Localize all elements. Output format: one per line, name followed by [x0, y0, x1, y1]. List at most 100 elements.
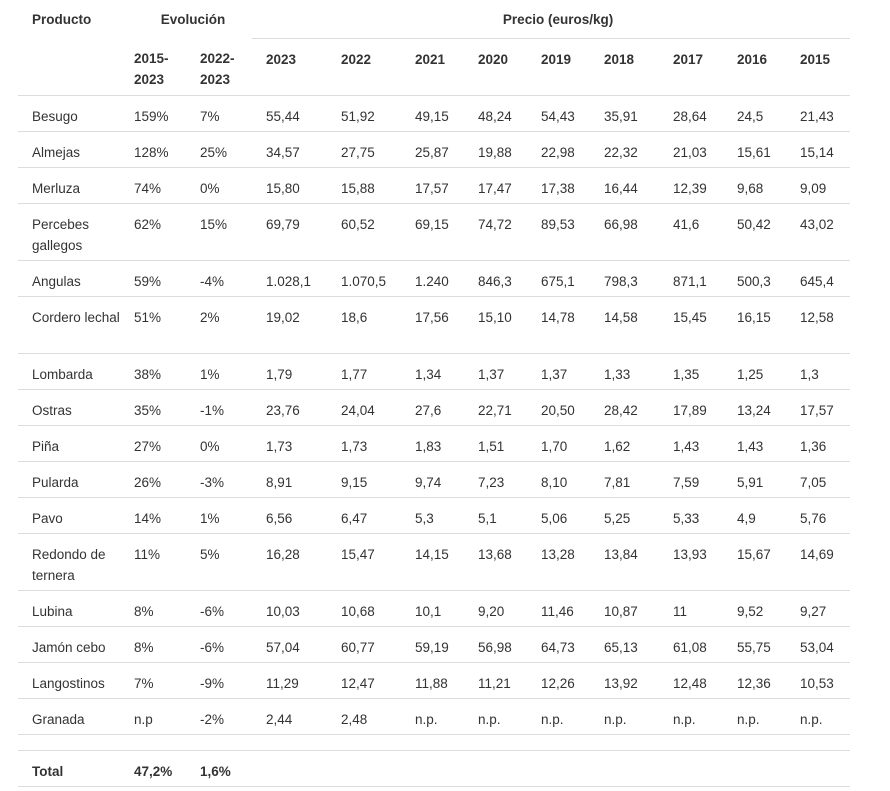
- price-cell: 89,53: [527, 203, 591, 261]
- price-cell: 6,47: [327, 497, 402, 534]
- header-price: Precio (euros/kg): [252, 0, 851, 39]
- evolution-2022-2023-cell: 5%: [186, 533, 253, 591]
- price-cell: 9,20: [464, 590, 528, 627]
- evolution-2015-2023-cell: 14%: [120, 497, 186, 534]
- price-cell: 7,23: [464, 461, 528, 498]
- price-cell: 21,03: [659, 131, 724, 168]
- price-cell: 27,6: [401, 389, 465, 426]
- price-cell: 16,15: [723, 296, 787, 354]
- price-cell: 15,67: [723, 533, 787, 591]
- price-cell: 53,04: [786, 626, 851, 663]
- price-cell: 2,44: [252, 698, 328, 735]
- total-empty-cell: [590, 750, 660, 787]
- price-cell: 10,03: [252, 590, 328, 627]
- header-evolution: Evolución: [160, 12, 226, 27]
- header-year: 2019: [527, 38, 591, 96]
- product-name-cell: Besugo: [18, 95, 120, 132]
- header-year: 2015: [786, 38, 851, 96]
- product-name-cell: Pularda: [18, 461, 120, 498]
- price-cell: 25,87: [401, 131, 465, 168]
- price-cell: 21,43: [786, 95, 851, 132]
- price-cell: 9,09: [786, 167, 851, 204]
- price-cell: 60,77: [327, 626, 402, 663]
- price-cell: n.p.: [723, 698, 787, 735]
- price-cell: 17,57: [786, 389, 851, 426]
- price-cell: 16,44: [590, 167, 660, 204]
- price-cell: 4,9: [723, 497, 787, 534]
- total-empty-cell: [401, 750, 465, 787]
- price-cell: 2,48: [327, 698, 402, 735]
- table-row: Jamón cebo 8% -6% 57,04 60,77 59,19 56,98 64,73…: [18, 626, 851, 663]
- header-row-columns: 2015- 2023 2022- 2023 2023 2022 2021 2020 …: [18, 38, 851, 96]
- evolution-2022-2023-cell: -6%: [186, 626, 253, 663]
- price-cell: 5,76: [786, 497, 851, 534]
- header-year: 2023: [252, 38, 328, 96]
- price-cell: 13,28: [527, 533, 591, 591]
- price-cell: n.p.: [590, 698, 660, 735]
- price-cell: 5,91: [723, 461, 787, 498]
- evolution-2015-2023-cell: 27%: [120, 425, 186, 462]
- price-cell: 54,43: [527, 95, 591, 132]
- price-cell: 18,6: [327, 296, 402, 354]
- price-cell: 1,62: [590, 425, 660, 462]
- evolution-2015-2023-cell: 59%: [120, 260, 186, 297]
- price-cell: 9,68: [723, 167, 787, 204]
- price-cell: 12,47: [327, 662, 402, 699]
- product-name-cell: Cordero lechal: [18, 296, 120, 354]
- total-evolution-2022-2023: 1,6%: [186, 750, 253, 787]
- price-cell: 34,57: [252, 131, 328, 168]
- price-cell: 5,3: [401, 497, 465, 534]
- price-cell: 1.070,5: [327, 260, 402, 297]
- price-cell: 15,47: [327, 533, 402, 591]
- evolution-2015-2023-cell: 38%: [120, 353, 186, 390]
- total-empty-cell: [786, 750, 851, 787]
- price-cell: 17,56: [401, 296, 465, 354]
- price-cell: 50,42: [723, 203, 787, 261]
- price-cell: 1,77: [327, 353, 402, 390]
- total-empty-cell: [723, 750, 787, 787]
- price-cell: 55,75: [723, 626, 787, 663]
- header-year: 2017: [659, 38, 724, 96]
- price-cell: 7,05: [786, 461, 851, 498]
- price-cell: 1,43: [659, 425, 724, 462]
- price-cell: 55,44: [252, 95, 328, 132]
- evolution-2022-2023-cell: -6%: [186, 590, 253, 627]
- price-cell: 15,88: [327, 167, 402, 204]
- table-row: Piña 27% 0% 1,73 1,73 1,83 1,51 1,70 1,62 1,43 1,4…: [18, 425, 851, 462]
- evolution-2015-2023-cell: 159%: [120, 95, 186, 132]
- price-cell: 11,46: [527, 590, 591, 627]
- evolution-2015-2023-cell: 62%: [120, 203, 186, 261]
- price-cell: 11,29: [252, 662, 328, 699]
- price-cell: 19,88: [464, 131, 528, 168]
- table-row: Pavo 14% 1% 6,56 6,47 5,3 5,1 5,06 5,25 5,33 4,9 5,…: [18, 497, 851, 534]
- price-cell: 22,71: [464, 389, 528, 426]
- price-cell: 1,83: [401, 425, 465, 462]
- price-cell: 8,10: [527, 461, 591, 498]
- price-table: Producto Evolución Precio (euros/kg) 201…: [18, 0, 851, 787]
- evolution-2022-2023-cell: 25%: [186, 131, 253, 168]
- table-row: Redondo de ternera 11% 5% 16,28 15,47 14,15 13…: [18, 533, 851, 591]
- price-cell: 27,75: [327, 131, 402, 168]
- evolution-2015-2023-cell: 8%: [120, 626, 186, 663]
- price-cell: 5,25: [590, 497, 660, 534]
- evolution-2022-2023-cell: -2%: [186, 698, 253, 735]
- total-empty-cell: [464, 750, 528, 787]
- price-cell: 6,56: [252, 497, 328, 534]
- price-cell: 15,61: [723, 131, 787, 168]
- price-cell: 13,92: [590, 662, 660, 699]
- price-cell: 14,15: [401, 533, 465, 591]
- price-cell: 12,58: [786, 296, 851, 354]
- price-cell: 13,24: [723, 389, 787, 426]
- price-cell: 5,06: [527, 497, 591, 534]
- price-cell: 675,1: [527, 260, 591, 297]
- price-cell: 1,35: [659, 353, 724, 390]
- product-name-cell: Lubina: [18, 590, 120, 627]
- price-table-container: Producto Evolución Precio (euros/kg) 201…: [18, 0, 851, 787]
- evolution-2022-2023-cell: 15%: [186, 203, 253, 261]
- price-cell: 15,10: [464, 296, 528, 354]
- price-cell: 12,48: [659, 662, 724, 699]
- price-cell: 20,50: [527, 389, 591, 426]
- price-cell: 11: [659, 590, 724, 627]
- header-evo-2015-2023: 2015- 2023: [120, 38, 186, 96]
- header-year: 2022: [327, 38, 402, 96]
